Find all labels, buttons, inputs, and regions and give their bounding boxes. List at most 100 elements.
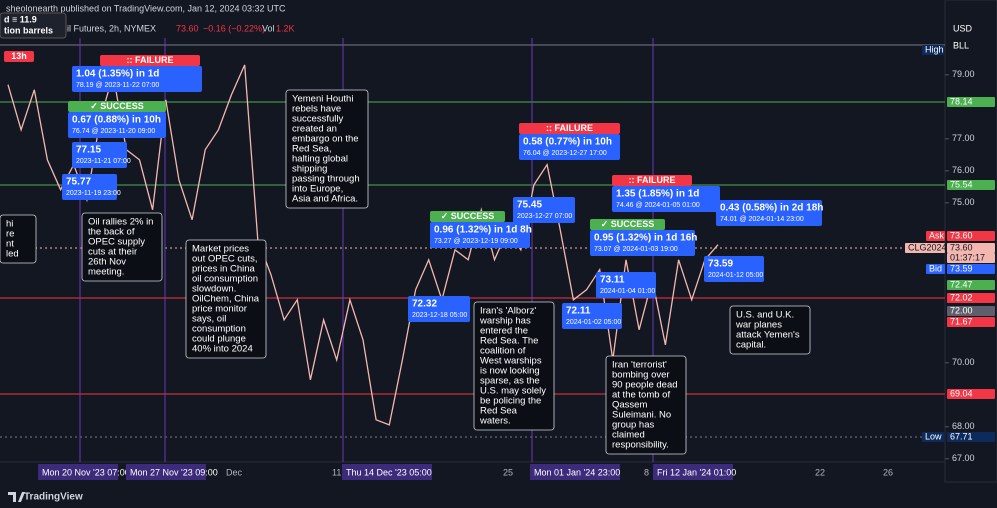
trade-line: 76.04 @ 2023-12-27 17:00 (523, 150, 607, 157)
price-tag-label: 67.71 (950, 431, 973, 441)
footer: TradingView (8, 492, 83, 503)
y-tick-label: 76.00 (952, 165, 975, 175)
price-tag (922, 432, 944, 442)
trade-bg (704, 256, 764, 282)
trade-box: 72.11 2024-01-02 05:00 (562, 303, 622, 329)
note-line: prices in China (192, 264, 256, 275)
time-label: Mon 20 Nov '23 07:00 (42, 467, 130, 477)
price-tag-label: Low (925, 431, 942, 441)
y-tick-label: 68.00 (952, 421, 975, 431)
note-line: entered the (480, 326, 528, 337)
note-bg (473, 301, 555, 431)
change: −0.16 (−0.22%) (203, 23, 265, 33)
trade-line: 73.59 (708, 259, 733, 270)
trade-line: 78.19 @ 2023-11-22 07:00 (76, 82, 159, 89)
note-line: passing through (292, 174, 360, 185)
trade-line: 75.77 (66, 177, 91, 188)
note-line: claimed (612, 430, 645, 441)
trade-line: 74.01 @ 2024-01-14 23:00 (720, 216, 804, 223)
y-tick-label: 77.00 (952, 133, 975, 143)
trade-tag-bg (100, 55, 200, 66)
note-line: successfully (292, 114, 343, 125)
time-label-bg (653, 464, 733, 480)
note-line: 40% into 2024 (192, 344, 253, 355)
price-tag-label: 72.00 (950, 305, 973, 315)
note-line: responsibility. (612, 440, 669, 451)
note-line: Yemeni Houthi (292, 94, 353, 105)
price-tag-label: Ask (929, 230, 945, 240)
trade-box: 0.43 (0.58%) in 2d 18h 74.01 @ 2024-01-14… (716, 200, 823, 226)
trade-box: 77.15 2023-11-21 07:00 (72, 142, 131, 168)
price-tag (947, 253, 995, 263)
trade-box: 73.59 2024-01-12 05:00 (704, 256, 764, 282)
y-tick-label: 67.00 (952, 453, 975, 463)
note-line: shipping (292, 164, 327, 175)
price-tag (926, 264, 945, 274)
trade-line: 0.95 (1.32%) in 1d 16h (594, 233, 697, 244)
time-label: Mon 01 Jan '24 23:00 (534, 467, 620, 477)
price-tag (947, 389, 995, 399)
note-line: OilChem, China (192, 294, 260, 305)
trade-bg (513, 197, 575, 223)
trade-tag-bg (68, 101, 166, 112)
note-line: price monitor (192, 304, 247, 315)
note-line: embargo on the (292, 134, 359, 145)
price-tag (947, 432, 995, 442)
time-label: Thu 14 Dec '23 05:00 (346, 467, 432, 477)
note-line: U.S. may solely (480, 386, 546, 397)
trade-line: 76.74 @ 2023-11-20 09:00 (72, 128, 155, 135)
trade-line: 1.04 (1.35%) in 1d (76, 69, 159, 80)
symbol: Oil Futures, 2h, NYMEX (60, 23, 156, 33)
trade-tag: ✓ SUCCESS (601, 219, 655, 229)
note-line: U.S. and U.K. (736, 310, 794, 321)
trade-tag: :: FAILURE (629, 175, 676, 185)
price-tag-label: Bid (929, 263, 942, 273)
trade-box: 75.77 2023-11-19 23:00 (62, 174, 121, 200)
trade-bg (72, 66, 202, 92)
trade-line: 72.32 (412, 299, 437, 310)
note-line: Iran's 'Alborz' (480, 306, 536, 317)
trade-line: 2023-11-19 23:00 (66, 190, 121, 197)
note-line: led (6, 249, 19, 260)
trade-tag: :: FAILURE (546, 123, 593, 133)
note-line: Market prices (192, 244, 249, 255)
note-bg (185, 239, 267, 359)
trade-box: ✓ SUCCESS 0.95 (1.32%) in 1d 16h 73.07 @ 2… (590, 219, 697, 256)
trade-line: 2023-12-18 05:00 (412, 312, 467, 319)
trade-line: 0.43 (0.58%) in 2d 18h (720, 203, 823, 214)
price-tag-label: 72.02 (950, 292, 973, 302)
note-line: 26th Nov (88, 257, 126, 268)
time-label: 26 (883, 467, 893, 477)
time-label: Mon 27 Nov '23 09:00 (130, 467, 218, 477)
note-line: the back of (88, 227, 135, 238)
note-line: into Europe, (292, 184, 343, 195)
note-line: Qassem (612, 400, 647, 411)
trade-line: 2024-01-12 05:00 (708, 272, 763, 279)
note-line: consumption (192, 324, 246, 335)
trade-bg (62, 174, 117, 200)
note-line: Asia and Africa. (292, 194, 358, 205)
note-line: OPEC supply (88, 237, 145, 248)
note-line: hi (6, 219, 13, 230)
unit: BLL (953, 40, 969, 50)
y-tick-label: 75.00 (952, 197, 975, 207)
note-line: Iran 'terrorist' (612, 360, 667, 371)
note-bg (81, 212, 163, 282)
price-tag-label: 72.47 (950, 279, 973, 289)
time-label: Fri 12 Jan '24 01:00 (657, 467, 736, 477)
note-line: at the tomb of (612, 390, 670, 401)
note-line: attack Yemen's (736, 330, 800, 341)
note-line: Red Sea (480, 406, 518, 417)
trade-bg (519, 134, 620, 160)
trade-bg (68, 112, 166, 138)
note-line: re (6, 229, 14, 240)
note-line: Oil rallies 2% in (88, 217, 153, 228)
price-tag-label: High (925, 44, 944, 54)
trade-line: 2024-01-04 01:00 (600, 288, 655, 295)
trade-line: 72.11 (566, 306, 591, 317)
